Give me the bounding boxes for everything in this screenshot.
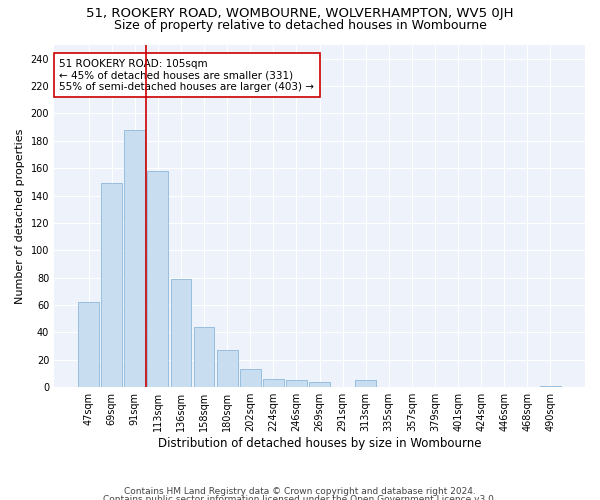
Text: 51, ROOKERY ROAD, WOMBOURNE, WOLVERHAMPTON, WV5 0JH: 51, ROOKERY ROAD, WOMBOURNE, WOLVERHAMPT…	[86, 8, 514, 20]
Bar	[148, 171, 168, 387]
Text: Contains HM Land Registry data © Crown copyright and database right 2024.: Contains HM Land Registry data © Crown c…	[124, 488, 476, 496]
Bar	[124, 130, 145, 387]
Bar	[217, 350, 238, 387]
Bar	[263, 379, 284, 387]
Bar	[101, 184, 122, 387]
Text: Contains public sector information licensed under the Open Government Licence v3: Contains public sector information licen…	[103, 495, 497, 500]
Bar	[194, 327, 214, 387]
Text: Size of property relative to detached houses in Wombourne: Size of property relative to detached ho…	[113, 19, 487, 32]
Bar	[78, 302, 99, 387]
X-axis label: Distribution of detached houses by size in Wombourne: Distribution of detached houses by size …	[158, 437, 481, 450]
Bar	[309, 382, 330, 387]
Bar	[355, 380, 376, 387]
Text: 51 ROOKERY ROAD: 105sqm
← 45% of detached houses are smaller (331)
55% of semi-d: 51 ROOKERY ROAD: 105sqm ← 45% of detache…	[59, 58, 314, 92]
Y-axis label: Number of detached properties: Number of detached properties	[15, 128, 25, 304]
Bar	[240, 370, 260, 387]
Bar	[286, 380, 307, 387]
Bar	[540, 386, 561, 387]
Bar	[170, 279, 191, 387]
